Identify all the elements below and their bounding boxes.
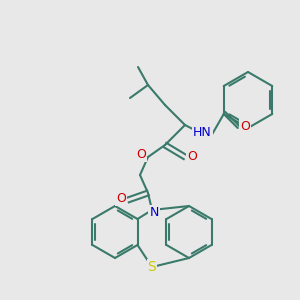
Text: O: O [240,119,250,133]
Text: N: N [149,206,159,220]
Text: HN: HN [193,127,211,140]
Text: S: S [148,260,156,274]
Text: O: O [136,148,146,160]
Text: O: O [187,151,197,164]
Text: O: O [116,191,126,205]
